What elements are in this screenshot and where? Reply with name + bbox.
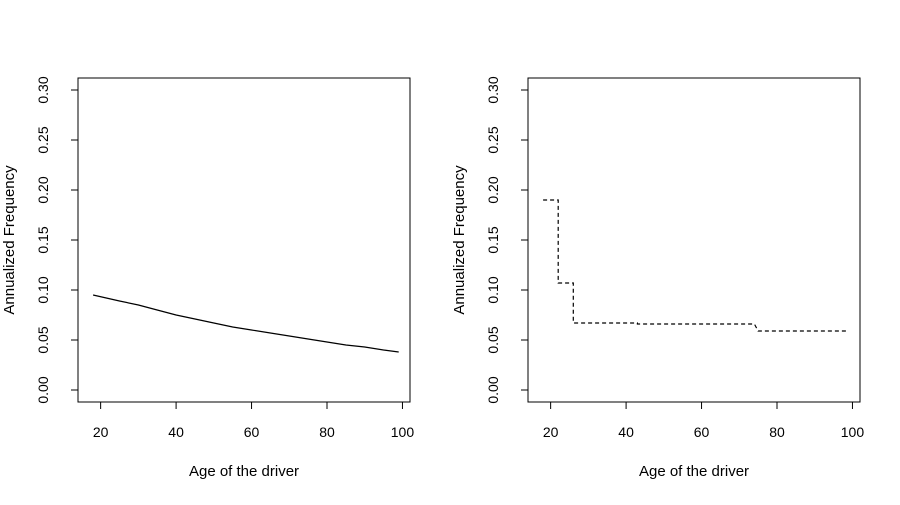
left-chart-panel: 20 40 60 80 100 0.00 0.05 0.10 0.15 0.20 0.25 0.30 A…: [1, 76, 414, 480]
y-tick-label: 0.10: [35, 276, 51, 303]
y-tick-label: 0.20: [485, 176, 501, 203]
y-tick-label: 0.20: [35, 176, 51, 203]
x-tick-label: 80: [769, 424, 785, 440]
y-tick-label: 0.05: [485, 326, 501, 353]
right-chart-panel: 20 40 60 80 100 0.00 0.05 0.10 0.15 0.20 0.25 0.30 A…: [451, 76, 864, 480]
y-tick-label: 0.25: [35, 126, 51, 153]
y-tick-label: 0.30: [35, 76, 51, 103]
y-tick-label: 0.05: [35, 326, 51, 353]
y-axis-label: Annualized Frequency: [1, 165, 18, 315]
x-tick-label: 100: [841, 424, 865, 440]
x-tick-label: 100: [391, 424, 415, 440]
x-tick-label: 20: [93, 424, 109, 440]
y-tick-label: 0.15: [35, 226, 51, 253]
y-axis-label: Annualized Frequency: [451, 165, 468, 315]
y-tick-label: 0.00: [485, 376, 501, 403]
x-tick-label: 40: [618, 424, 634, 440]
y-tick-label: 0.15: [485, 226, 501, 253]
x-tick-label: 60: [244, 424, 260, 440]
plot-frame: [527, 77, 861, 403]
y-tick-label: 0.25: [485, 126, 501, 153]
solid-series-line: [92, 294, 399, 353]
plot-frame: [77, 77, 411, 403]
dashed-step-series: [543, 199, 849, 332]
x-tick-label: 60: [694, 424, 710, 440]
x-axis-label: Age of the driver: [639, 463, 749, 480]
y-tick-label: 0.00: [35, 376, 51, 403]
x-tick-label: 20: [543, 424, 559, 440]
x-axis-label: Age of the driver: [189, 463, 299, 480]
x-tick-label: 40: [168, 424, 184, 440]
x-tick-label: 80: [319, 424, 335, 440]
y-tick-label: 0.30: [485, 76, 501, 103]
y-tick-label: 0.10: [485, 276, 501, 303]
